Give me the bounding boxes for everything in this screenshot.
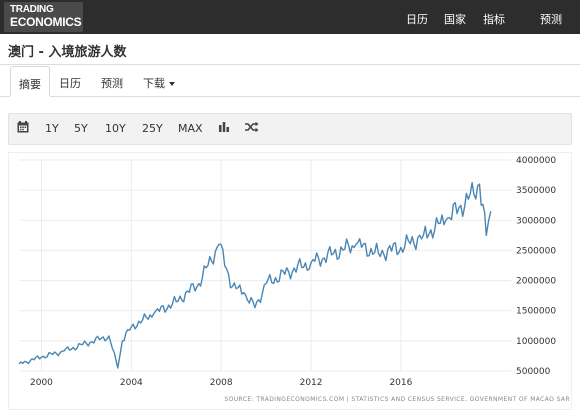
tab-download[interactable]: 下载: [136, 66, 182, 96]
range-10y-button[interactable]: 10Y: [105, 122, 126, 135]
calendar-icon[interactable]: [17, 121, 29, 136]
x-tick-label: 2008: [210, 378, 233, 388]
logo-line-2: ECONOMICS: [10, 15, 82, 29]
tab-calendar-label: 日历: [59, 77, 81, 90]
y-tick-label: 4000000: [516, 156, 556, 166]
x-axis-labels: 2000 2004 2008 2012 2016: [30, 378, 413, 388]
y-tick-label: 2500000: [516, 246, 556, 256]
y-tick-label: 1000000: [516, 337, 556, 347]
grid: [19, 159, 511, 372]
y-tick-label: 1500000: [516, 307, 556, 317]
x-tick-label: 2000: [30, 378, 53, 388]
x-tick-label: 2016: [389, 378, 412, 388]
nav-indicators[interactable]: 指标: [483, 13, 505, 26]
chart-container: 4000000 3500000 3000000 2500000 2000000 15000…: [8, 152, 572, 410]
range-1y-button[interactable]: 1Y: [45, 122, 59, 135]
chart-toolbar: 1Y 5Y 10Y 25Y MAX: [8, 113, 572, 145]
range-max-button[interactable]: MAX: [178, 122, 203, 135]
y-tick-label: 3000000: [516, 216, 556, 226]
nav-calendar[interactable]: 日历: [406, 13, 428, 26]
title-divider: [0, 64, 580, 65]
tab-calendar[interactable]: 日历: [52, 66, 88, 96]
chart-source: SOURCE: TRADINGECONOMICS.COM | STATISTIC…: [224, 396, 570, 403]
x-tick-label: 2012: [300, 378, 323, 388]
x-tick-label: 2004: [120, 378, 143, 388]
y-tick-label: 500000: [516, 367, 551, 377]
tab-forecast-label: 预测: [101, 77, 123, 90]
range-5y-button[interactable]: 5Y: [74, 122, 88, 135]
nav-countries[interactable]: 国家: [444, 13, 466, 26]
logo-line-1: TRADING: [10, 4, 54, 15]
y-axis-labels: 4000000 3500000 3000000 2500000 2000000 15000…: [516, 156, 556, 377]
tourist-arrivals-line: [18, 181, 492, 369]
range-25y-button[interactable]: 25Y: [142, 122, 163, 135]
nav-forecast[interactable]: 预测: [540, 13, 562, 26]
top-navbar: TRADING ECONOMICS 日历 国家 指标 预测: [0, 0, 580, 34]
tab-summary-label: 摘要: [19, 78, 41, 91]
y-tick-label: 2000000: [516, 277, 556, 287]
line-chart: 4000000 3500000 3000000 2500000 2000000 15000…: [18, 156, 556, 388]
tabs-divider: [0, 96, 580, 97]
page-title: 澳门 - 入境旅游人数: [8, 45, 127, 60]
chevron-down-icon: [169, 82, 175, 86]
trading-economics-logo[interactable]: TRADING ECONOMICS: [4, 2, 83, 32]
tab-forecast[interactable]: 预测: [92, 66, 132, 96]
bar-chart-icon[interactable]: [218, 121, 230, 136]
tab-download-label: 下载: [143, 77, 165, 90]
tab-summary[interactable]: 摘要: [10, 66, 50, 96]
y-tick-label: 3500000: [516, 186, 556, 196]
shuffle-icon[interactable]: [245, 121, 259, 136]
